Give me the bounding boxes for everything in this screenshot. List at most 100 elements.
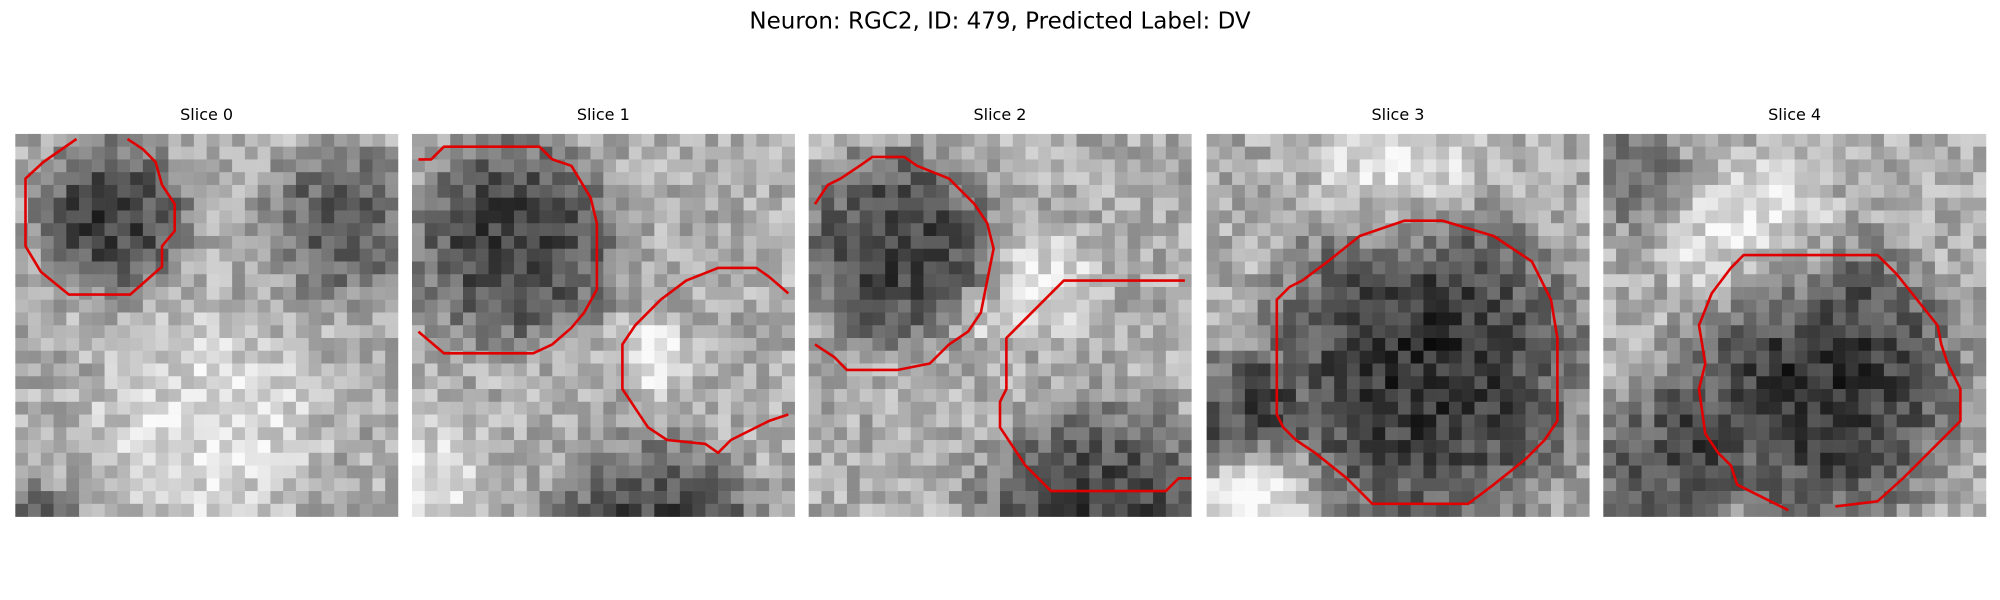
pixel — [1820, 133, 1834, 147]
pixel — [692, 248, 706, 262]
pixel — [743, 350, 757, 364]
pixel — [1038, 465, 1052, 479]
pixel — [1206, 503, 1220, 517]
pixel — [846, 312, 860, 326]
pixel — [1832, 235, 1846, 250]
pixel — [1781, 172, 1795, 186]
pixel — [28, 299, 42, 313]
pixel — [1321, 452, 1335, 466]
pixel — [821, 376, 835, 390]
pixel — [781, 146, 795, 160]
pixel — [1563, 261, 1577, 275]
pixel — [897, 197, 912, 211]
pixel — [359, 363, 373, 377]
pixel — [219, 376, 233, 390]
pixel — [1794, 312, 1808, 326]
pixel — [1551, 146, 1565, 160]
pixel — [1858, 376, 1872, 390]
pixel — [616, 197, 630, 211]
pixel — [1832, 133, 1846, 147]
pixel — [1705, 465, 1719, 479]
pixel — [79, 172, 93, 186]
pixel — [859, 338, 873, 352]
pixel — [539, 184, 553, 199]
pixel — [692, 414, 706, 428]
pixel — [104, 452, 118, 466]
pixel — [308, 197, 322, 211]
pixel — [232, 312, 246, 326]
pixel — [923, 133, 937, 147]
pixel — [232, 363, 246, 377]
pixel — [346, 465, 360, 479]
pixel — [334, 210, 348, 224]
pixel — [1295, 401, 1309, 415]
pixel — [1845, 414, 1859, 428]
pixel — [1807, 312, 1821, 326]
pixel — [885, 184, 899, 199]
pixel — [1257, 197, 1271, 211]
pixel — [1705, 172, 1719, 186]
pixel — [1410, 274, 1424, 288]
pixel — [475, 248, 489, 262]
pixel — [808, 376, 822, 390]
pixel — [1641, 274, 1655, 288]
pixel — [1038, 389, 1052, 403]
pixel — [705, 312, 719, 326]
pixel — [270, 440, 284, 454]
pixel — [1512, 223, 1526, 237]
pixel — [1947, 389, 1961, 403]
pixel — [1718, 184, 1732, 199]
pixel — [705, 146, 719, 160]
pixel — [1012, 389, 1026, 403]
pixel — [834, 184, 848, 199]
pixel — [1947, 363, 1961, 377]
pixel — [769, 312, 783, 326]
pixel — [1487, 248, 1501, 262]
pixel — [808, 440, 822, 454]
pixel — [1461, 427, 1475, 441]
pixel — [1244, 491, 1258, 505]
pixel — [1667, 350, 1681, 364]
pixel — [1051, 248, 1065, 262]
pixel — [193, 299, 207, 313]
pixel — [1883, 286, 1897, 301]
pixel — [372, 184, 386, 199]
pixel — [1089, 133, 1103, 147]
pixel — [66, 325, 80, 339]
pixel — [53, 172, 67, 186]
pixel — [1551, 133, 1565, 147]
pixel — [936, 210, 950, 224]
pixel — [730, 235, 744, 250]
pixel — [1973, 478, 1987, 492]
pixel — [1423, 440, 1437, 454]
pixel — [1410, 261, 1424, 275]
pixel — [590, 401, 604, 415]
pixel — [1397, 172, 1412, 186]
pixel — [1692, 401, 1706, 415]
pixel — [411, 286, 426, 301]
pixel — [1832, 452, 1846, 466]
pixel — [821, 235, 835, 250]
pixel — [1845, 133, 1859, 147]
pixel — [1667, 503, 1681, 517]
pixel — [40, 376, 54, 390]
pixel — [475, 338, 489, 352]
pixel — [1871, 452, 1885, 466]
pixel — [1909, 197, 1923, 211]
pixel — [808, 478, 822, 492]
slice-image — [808, 133, 1192, 517]
pixel — [1385, 478, 1399, 492]
pixel — [897, 235, 912, 250]
pixel — [270, 363, 284, 377]
pixel — [897, 491, 912, 505]
pixel — [1140, 172, 1154, 186]
pixel — [346, 223, 360, 237]
pixel — [834, 299, 848, 313]
pixel — [1922, 172, 1936, 186]
pixel — [1525, 376, 1539, 390]
pixel — [999, 133, 1014, 147]
pixel — [603, 146, 617, 160]
pixel — [206, 261, 220, 275]
pixel — [1909, 223, 1923, 237]
pixel — [1448, 159, 1463, 173]
